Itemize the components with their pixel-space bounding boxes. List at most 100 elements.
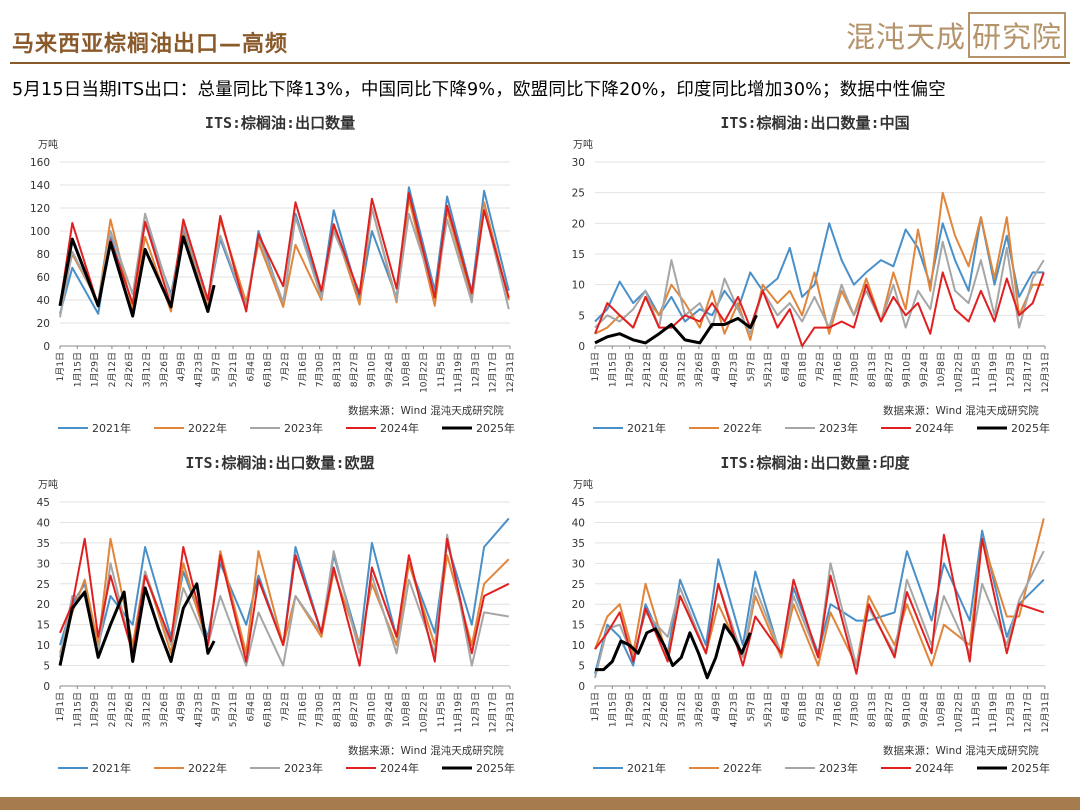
x-tick-label: 4月23日 <box>193 692 204 727</box>
summary-text: 5月15日当期ITS出口：总量同比下降13%，中国同比下降9%，欧盟同比下降20… <box>12 80 946 100</box>
x-tick-label: 2月26日 <box>124 692 135 727</box>
y-tick-label: 25 <box>37 579 50 591</box>
legend-label: 2024年 <box>380 761 419 775</box>
legend-label: 2025年 <box>476 761 515 775</box>
x-tick-label: 2月12日 <box>642 692 653 727</box>
x-tick-label: 1月1日 <box>55 692 66 721</box>
y-tick-label: 0 <box>578 681 585 693</box>
header-divider <box>10 62 1070 64</box>
x-tick-label: 11月5日 <box>436 352 447 387</box>
x-tick-label: 12月17日 <box>1023 352 1034 393</box>
legend-label: 2021年 <box>92 761 131 775</box>
y-tick-label: 0 <box>578 341 585 353</box>
series-line-2021 <box>594 216 1044 323</box>
y-tick-label: 0 <box>43 341 50 353</box>
y-tick-label: 160 <box>30 157 50 169</box>
x-tick-label: 10月8日 <box>936 352 947 387</box>
x-tick-label: 1月15日 <box>72 352 83 387</box>
x-tick-label: 8月13日 <box>332 692 343 727</box>
x-tick-label: 1月15日 <box>72 692 83 727</box>
x-tick-label: 6月18日 <box>798 692 809 727</box>
y-unit-label: 万吨 <box>38 138 58 151</box>
x-tick-label: 10月8日 <box>936 692 947 727</box>
x-tick-label: 11月19日 <box>453 692 464 733</box>
x-tick-label: 7月16日 <box>297 352 308 387</box>
y-tick-label: 80 <box>37 249 50 261</box>
x-tick-label: 9月10日 <box>367 352 378 387</box>
x-tick-label: 4月23日 <box>728 692 739 727</box>
series-line-2022 <box>594 191 1044 341</box>
x-tick-label: 10月8日 <box>401 692 412 727</box>
y-tick-label: 35 <box>37 538 50 550</box>
y-tick-label: 100 <box>30 226 50 238</box>
y-tick-label: 40 <box>37 517 50 529</box>
x-tick-label: 12月3日 <box>1005 352 1016 387</box>
footer-bar <box>0 797 1080 810</box>
y-tick-label: 5 <box>578 310 585 322</box>
series-line-2025 <box>595 623 752 680</box>
x-tick-label: 11月19日 <box>453 352 464 393</box>
brand-logo-main: 混沌天成 <box>846 20 967 54</box>
x-tick-label: 1月15日 <box>607 352 618 387</box>
legend-label: 2022年 <box>723 761 762 775</box>
x-tick-label: 4月9日 <box>176 692 187 721</box>
x-tick-label: 11月5日 <box>971 692 982 727</box>
page-header: 马来西亚棕榈油出口—高频 混沌天成 研究院 <box>0 0 1080 66</box>
source-note: 数据来源：Wind 混沌天成研究院 <box>883 744 1039 757</box>
legend-label: 2023年 <box>284 761 323 775</box>
series-line-2025 <box>594 314 758 345</box>
x-tick-label: 2月26日 <box>659 352 670 387</box>
x-tick-label: 7月30日 <box>315 692 326 727</box>
x-tick-label: 1月15日 <box>607 692 618 727</box>
legend-label: 2023年 <box>819 421 858 435</box>
x-tick-label: 4月9日 <box>711 692 722 721</box>
x-tick-label: 2月12日 <box>642 352 653 387</box>
x-tick-label: 2月26日 <box>124 352 135 387</box>
x-tick-label: 5月7日 <box>211 352 222 381</box>
x-tick-label: 12月3日 <box>470 692 481 727</box>
x-tick-label: 3月26日 <box>159 692 170 727</box>
x-tick-label: 1月29日 <box>90 692 101 727</box>
series-line-2022 <box>59 537 510 655</box>
legend-label: 2022年 <box>188 761 227 775</box>
y-tick-label: 20 <box>572 218 585 230</box>
x-tick-label: 12月17日 <box>488 692 499 733</box>
x-tick-label: 7月30日 <box>850 352 861 387</box>
x-tick-label: 12月17日 <box>1023 692 1034 733</box>
y-tick-label: 35 <box>572 538 585 550</box>
y-tick-label: 30 <box>572 157 585 169</box>
x-tick-label: 12月3日 <box>1005 692 1016 727</box>
series-line-2024 <box>59 537 510 667</box>
x-tick-label: 12月31日 <box>505 692 516 733</box>
x-tick-label: 9月10日 <box>902 692 913 727</box>
y-tick-label: 0 <box>43 681 50 693</box>
x-tick-label: 11月5日 <box>971 352 982 387</box>
series-line-2025 <box>58 582 216 666</box>
x-tick-label: 6月4日 <box>245 692 256 721</box>
x-tick-label: 12月3日 <box>470 352 481 387</box>
y-tick-label: 10 <box>572 280 585 292</box>
x-tick-label: 3月12日 <box>142 692 153 727</box>
x-tick-label: 5月21日 <box>763 352 774 387</box>
y-tick-label: 20 <box>37 318 50 330</box>
source-note: 数据来源：Wind 混沌天成研究院 <box>348 744 504 757</box>
series-line-2023 <box>594 240 1045 335</box>
y-tick-label: 15 <box>572 249 585 261</box>
x-tick-label: 10月22日 <box>418 692 429 733</box>
x-tick-label: 6月4日 <box>780 692 791 721</box>
x-tick-label: 11月19日 <box>988 352 999 393</box>
legend-label: 2022年 <box>188 421 227 435</box>
x-tick-label: 1月1日 <box>590 352 601 381</box>
x-tick-label: 1月1日 <box>590 692 601 721</box>
x-tick-label: 5月7日 <box>211 692 222 721</box>
x-tick-label: 7月30日 <box>315 352 326 387</box>
x-tick-label: 10月22日 <box>418 352 429 393</box>
x-tick-label: 6月18日 <box>798 352 809 387</box>
x-tick-label: 5月7日 <box>746 352 757 381</box>
x-tick-label: 8月27日 <box>349 692 360 727</box>
x-tick-label: 7月2日 <box>815 352 826 381</box>
series-line-2024 <box>594 533 1045 675</box>
y-unit-label: 万吨 <box>573 138 593 151</box>
